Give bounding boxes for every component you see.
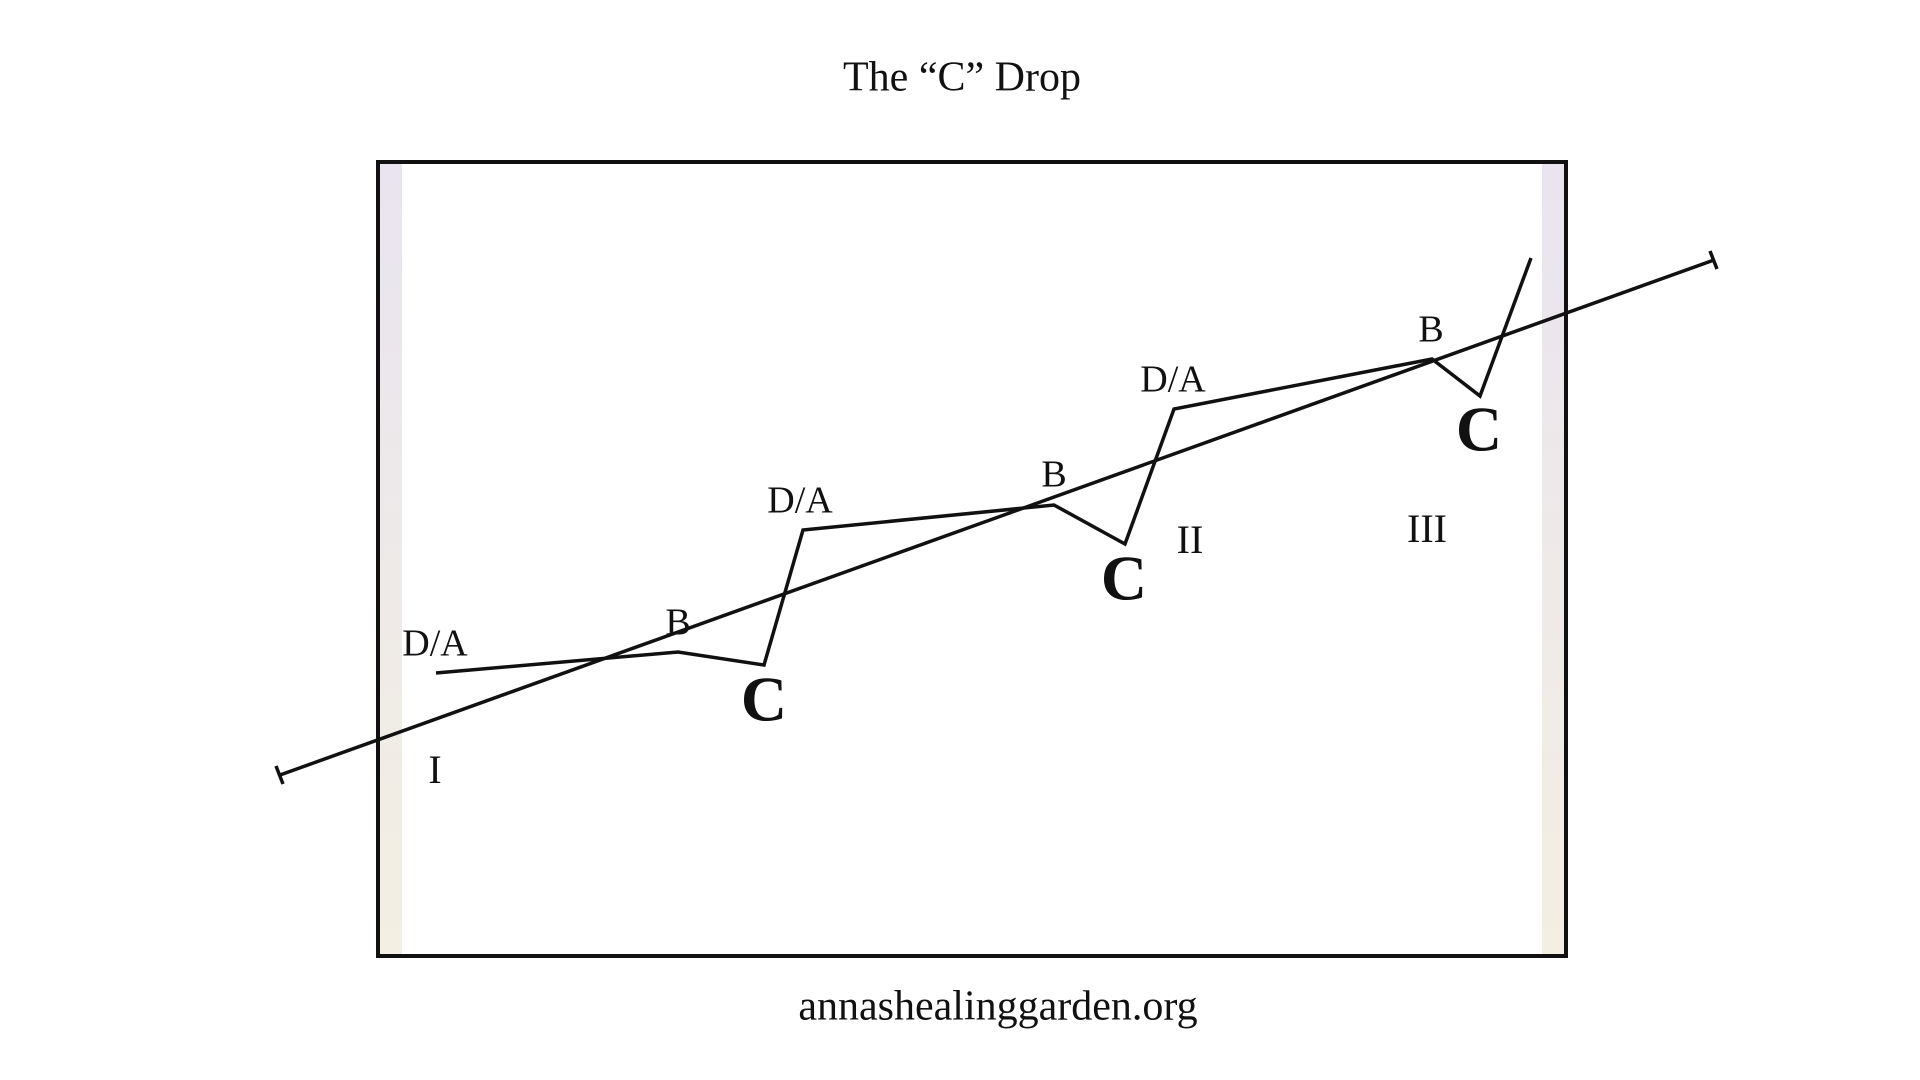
title: The “C” Drop [843,55,1081,101]
footer: annashealinggarden.org [798,984,1197,1030]
segment-label: III [1407,506,1447,551]
right-strip [1542,163,1564,955]
price-path [435,257,1533,675]
frame [376,160,1568,958]
wave-label: B [665,602,690,644]
wave-label: D/A [1140,359,1206,401]
wave-label: B [1041,454,1066,496]
left-strip [380,163,402,955]
drop-label: C [1456,394,1502,465]
segment-label: II [1177,517,1204,562]
drop-label: C [1101,543,1147,614]
trend-end [274,765,285,785]
wave-label: B [1418,309,1443,351]
wave-label: D/A [402,623,468,665]
segment-label: I [428,747,441,792]
wave-label: D/A [767,480,833,522]
drop-label: C [741,664,787,735]
trend-line [279,258,1715,777]
trend-end [1708,250,1719,270]
